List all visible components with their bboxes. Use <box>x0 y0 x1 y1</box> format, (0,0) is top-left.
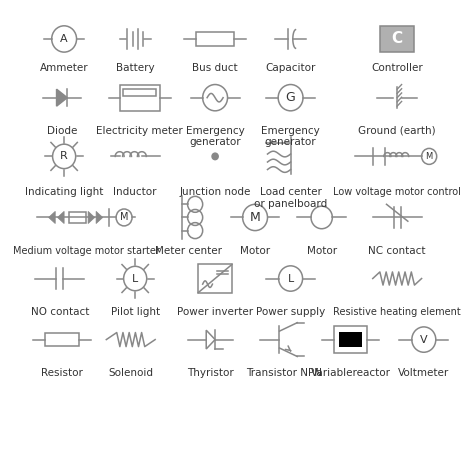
Text: V: V <box>420 335 428 344</box>
Text: Variablereactor: Variablereactor <box>310 368 391 378</box>
Text: Diode: Diode <box>47 126 77 136</box>
Text: C: C <box>392 31 403 46</box>
Text: Power inverter: Power inverter <box>177 307 253 317</box>
Polygon shape <box>96 211 103 224</box>
Text: M: M <box>120 212 128 222</box>
Polygon shape <box>49 211 55 224</box>
Bar <box>334 326 367 353</box>
Text: A: A <box>60 34 68 44</box>
Text: Ammeter: Ammeter <box>40 63 89 73</box>
Text: Motor: Motor <box>240 246 270 255</box>
Bar <box>70 212 86 223</box>
Text: L: L <box>287 273 294 283</box>
Text: G: G <box>286 91 295 104</box>
Text: Motor: Motor <box>307 246 337 255</box>
Text: Controller: Controller <box>371 63 423 73</box>
Text: Load center
or panelboard: Load center or panelboard <box>254 187 327 208</box>
Text: Resistive heating element: Resistive heating element <box>333 307 461 317</box>
Text: M: M <box>250 211 260 224</box>
Text: Power supply: Power supply <box>256 307 325 317</box>
Polygon shape <box>56 89 67 106</box>
Text: Resistor: Resistor <box>41 368 83 378</box>
Text: Meter center: Meter center <box>155 246 222 255</box>
Text: Inductor: Inductor <box>113 187 157 197</box>
Text: NO contact: NO contact <box>30 307 89 317</box>
Text: Capacitor: Capacitor <box>265 63 316 73</box>
Text: Transistor NPN: Transistor NPN <box>246 368 322 378</box>
Text: Voltmeter: Voltmeter <box>398 368 449 378</box>
Text: Emergency
generator: Emergency generator <box>261 126 320 147</box>
Bar <box>119 84 160 111</box>
Circle shape <box>212 153 218 160</box>
Bar <box>45 333 79 346</box>
Text: Electricity meter: Electricity meter <box>96 126 183 136</box>
Text: Ground (earth): Ground (earth) <box>358 126 436 136</box>
Text: Battery: Battery <box>116 63 155 73</box>
Bar <box>196 32 234 45</box>
FancyBboxPatch shape <box>380 26 414 52</box>
Text: Low voltage motor control: Low voltage motor control <box>333 187 461 197</box>
Text: Pilot light: Pilot light <box>110 307 160 317</box>
Bar <box>339 332 362 347</box>
Text: Medium voltage motor starter: Medium voltage motor starter <box>13 246 160 255</box>
Text: R: R <box>60 151 68 161</box>
Bar <box>198 264 232 293</box>
Text: L: L <box>132 273 138 283</box>
Polygon shape <box>57 211 64 224</box>
Text: Indicating light: Indicating light <box>25 187 103 197</box>
Text: Solenoid: Solenoid <box>108 368 153 378</box>
Text: NC contact: NC contact <box>368 246 426 255</box>
Polygon shape <box>88 211 95 224</box>
Text: Thyristor: Thyristor <box>187 368 234 378</box>
Text: M: M <box>426 152 433 161</box>
Text: Bus duct: Bus duct <box>192 63 238 73</box>
Text: Emergency
generator: Emergency generator <box>186 126 245 147</box>
Text: Junction node: Junction node <box>180 187 251 197</box>
Bar <box>123 89 156 96</box>
